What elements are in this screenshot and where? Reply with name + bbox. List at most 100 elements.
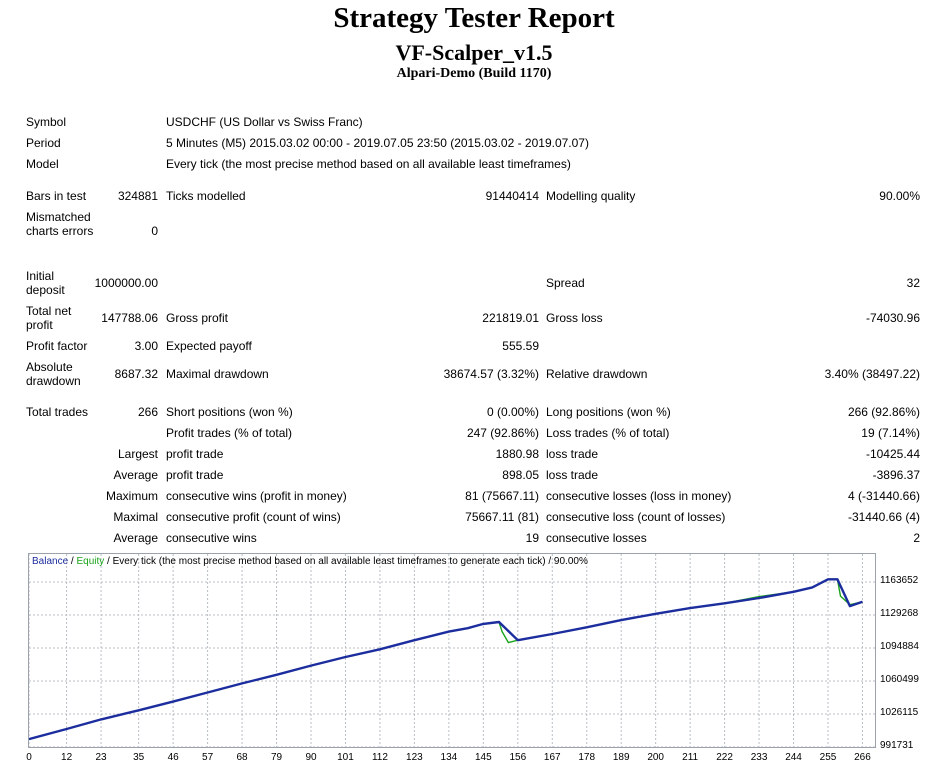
balance-line [29, 578, 863, 741]
average-loss-value: -3896.37 [872, 468, 920, 482]
ticks-label: Ticks modelled [166, 189, 246, 203]
y-tick-label: 1163652 [880, 575, 919, 586]
x-tick-label: 200 [647, 752, 664, 763]
avg-wins-label: consecutive wins [166, 531, 257, 545]
quality-label: Modelling quality [546, 189, 636, 203]
max-losses-label: consecutive losses (loss in money) [546, 489, 732, 503]
quality-value: 90.00% [879, 189, 920, 203]
legend-balance: Balance [32, 556, 69, 567]
x-tick-label: 0 [26, 752, 32, 763]
average-loss-label: loss trade [546, 468, 599, 482]
maximum-label: Maximum [105, 489, 158, 503]
ticks-value: 91440414 [485, 189, 539, 203]
largest-profit-label: profit trade [166, 447, 224, 461]
max-losses-value: 4 (-31440.66) [847, 489, 920, 503]
x-tick-label: 222 [716, 752, 733, 763]
y-tick-label: 991731 [880, 740, 914, 751]
x-tick-label: 35 [133, 752, 145, 763]
spread-label: Spread [546, 276, 585, 290]
model-label: Model [26, 157, 59, 171]
x-tick-label: 233 [750, 752, 768, 763]
ptrades-value: 247 (92.86%) [466, 426, 539, 440]
max-wins-label: consecutive wins (profit in money) [166, 489, 347, 503]
deposit-label: Initial deposit [26, 269, 65, 297]
maximal-profit-label: consecutive profit (count of wins) [166, 510, 341, 524]
symbol-label: Symbol [26, 115, 67, 129]
chart-legend: Balance / Equity / Every tick (the most … [32, 556, 588, 567]
avg-losses-value: 2 [913, 531, 920, 545]
maximal-profit-value: 75667.11 (81) [465, 510, 539, 524]
largest-loss-label: loss trade [546, 447, 599, 461]
equity-line [29, 578, 863, 740]
x-tick-label: 178 [578, 752, 596, 763]
spread-value: 32 [906, 276, 920, 290]
y-tick-label: 1026115 [880, 707, 919, 718]
reldd-label: Relative drawdown [546, 367, 648, 381]
legend-sep: / [68, 556, 77, 567]
short-label: Short positions (won %) [166, 405, 293, 419]
bars-label: Bars in test [26, 189, 87, 203]
x-tick-label: 112 [371, 752, 388, 763]
x-tick-label: 57 [202, 752, 214, 763]
grossprofit-label: Gross profit [166, 311, 229, 325]
x-tick-label: 145 [474, 752, 492, 763]
grossloss-label: Gross loss [546, 311, 603, 325]
x-tick-label: 189 [612, 752, 630, 763]
y-tick-label: 1060499 [880, 674, 919, 685]
legend-equity: Equity [76, 556, 105, 567]
short-value: 0 (0.00%) [486, 405, 539, 419]
y-tick-label: 1094884 [880, 641, 919, 652]
report-title: Strategy Tester Report [333, 2, 615, 34]
pf-value: 3.00 [134, 339, 158, 353]
grossprofit-value: 221819.01 [482, 311, 539, 325]
pf-label: Profit factor [26, 339, 88, 353]
avg-label: Average [113, 531, 158, 545]
balance-chart: Balance / Equity / Every tick (the most … [28, 553, 876, 748]
absdd-label: Absolute drawdown [26, 360, 81, 388]
x-tick-label: 79 [270, 752, 283, 763]
x-tick-label: 211 [682, 752, 699, 763]
server-build: Alpari-Demo (Build 1170) [396, 66, 552, 81]
chart-plot [29, 554, 875, 747]
largest-label: Largest [117, 447, 158, 461]
x-tick-label: 123 [406, 752, 423, 763]
mismatch-value: 0 [151, 224, 158, 238]
ep-value: 555.59 [502, 339, 539, 353]
netprofit-label: Total net profit [26, 304, 72, 332]
trades-label: Total trades [26, 405, 89, 419]
x-tick-label: 266 [854, 752, 871, 763]
trades-value: 266 [137, 405, 158, 419]
maximal-loss-label: consecutive loss (count of losses) [546, 510, 726, 524]
x-tick-label: 23 [95, 752, 107, 763]
grossloss-value: -74030.96 [865, 311, 920, 325]
long-value: 266 (92.86%) [847, 405, 920, 419]
average-profit-label: profit trade [166, 468, 224, 482]
maxdd-value: 38674.57 (3.32%) [443, 367, 539, 381]
symbol-value: USDCHF (US Dollar vs Swiss Franc) [166, 115, 363, 129]
maximal-label: Maximal [113, 510, 158, 524]
largest-profit-value: 1880.98 [495, 447, 539, 461]
x-tick-label: 90 [305, 752, 317, 763]
bars-value: 324881 [117, 189, 158, 203]
largest-loss-value: -10425.44 [865, 447, 920, 461]
x-tick-label: 255 [819, 752, 837, 763]
x-tick-label: 12 [61, 752, 73, 763]
netprofit-value: 147788.06 [101, 311, 158, 325]
ltrades-label: Loss trades (% of total) [546, 426, 670, 440]
y-tick-label: 1129268 [880, 608, 919, 619]
maxdd-label: Maximal drawdown [166, 367, 269, 381]
ltrades-value: 19 (7.14%) [861, 426, 920, 440]
expert-name: VF-Scalper_v1.5 [395, 40, 553, 65]
deposit-value: 1000000.00 [94, 276, 158, 290]
x-tick-label: 134 [440, 752, 458, 763]
max-wins-value: 81 (75667.11) [465, 489, 539, 503]
x-tick-label: 46 [167, 752, 179, 763]
reldd-value: 3.40% (38497.22) [824, 367, 920, 381]
x-tick-label: 244 [785, 752, 802, 763]
avg-losses-label: consecutive losses [546, 531, 647, 545]
ep-label: Expected payoff [166, 339, 252, 353]
x-tick-label: 167 [543, 752, 561, 763]
average-profit-value: 898.05 [502, 468, 539, 482]
avg-wins-value: 19 [525, 531, 539, 545]
model-value: Every tick (the most precise method base… [166, 157, 571, 171]
